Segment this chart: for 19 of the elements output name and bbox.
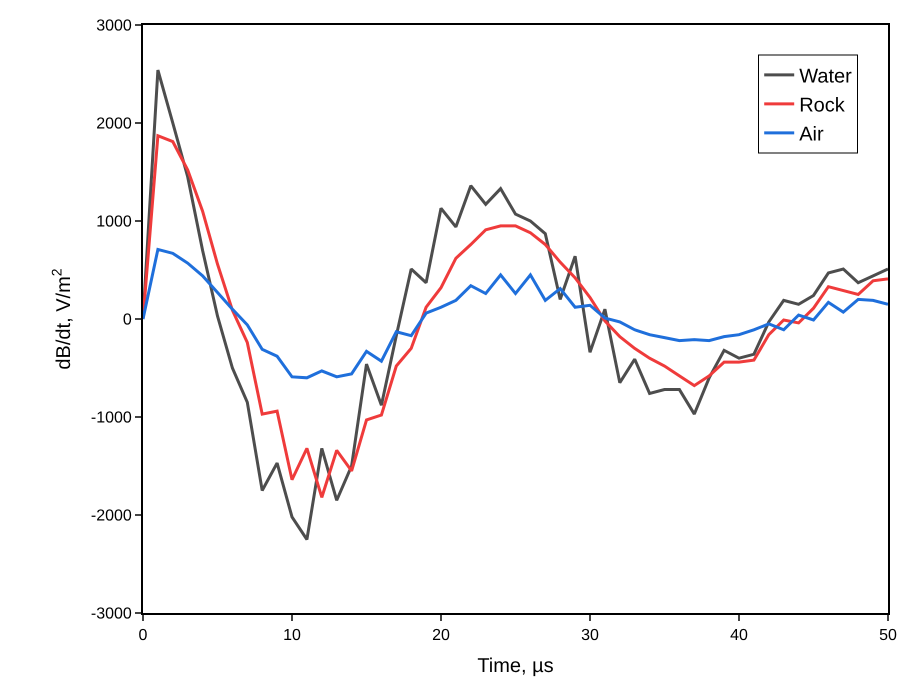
x-tick-label: 40 [730,627,748,644]
x-tick-label: 20 [432,627,450,644]
line-series [143,68,888,541]
legend-label: Rock [799,94,846,117]
y-tick-label: 2000 [96,116,132,133]
y-tick-label: 3000 [96,18,132,35]
legend-label: Air [799,124,824,146]
line-series [143,248,888,380]
x-tick-label: 50 [879,627,897,644]
y-tick-label: 0 [122,312,132,329]
x-tick-label: 0 [138,627,148,644]
x-tick-label: 10 [283,627,301,644]
y-tick-label: -2000 [90,508,132,525]
x-axis-title: Time, µs [477,655,554,678]
y-tick-label: -1000 [90,410,132,427]
x-tick-label: 30 [581,627,599,644]
legend-label: Water [799,66,852,88]
y-tick-label: 1000 [96,214,132,231]
y-tick-label: -3000 [90,606,132,623]
